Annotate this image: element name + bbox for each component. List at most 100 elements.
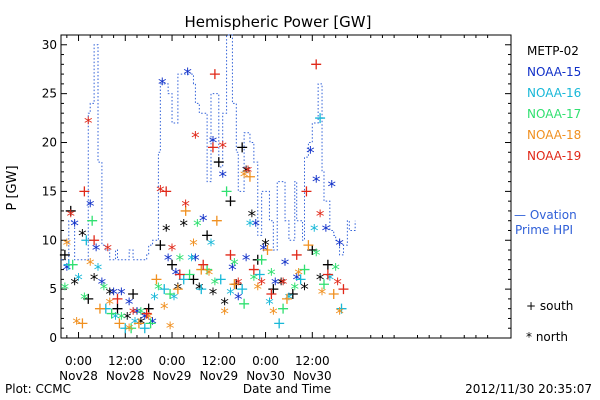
noaa-17-north-point: *: [137, 305, 146, 325]
noaa-18-north-point: *: [160, 300, 169, 320]
noaa-19-south-point: [79, 186, 90, 197]
metp-02-south-point: [202, 230, 213, 241]
noaa-16-south-point: [196, 284, 207, 295]
metp-02-north-point: *: [105, 285, 114, 305]
x-axis-label: Date and Time: [243, 382, 331, 396]
noaa-16-north-point: *: [226, 285, 235, 305]
noaa-18-north-point: *: [294, 265, 303, 285]
metp-02-north-point: *: [316, 270, 325, 290]
x-tick-date-label: Nov29: [199, 369, 238, 383]
metp-02-north-point: *: [137, 314, 146, 334]
metp-02-north-point: *: [70, 275, 79, 295]
noaa-18-south-point: [211, 215, 222, 226]
metp-02-north-point: *: [123, 309, 132, 329]
metp-02-north-point: *: [261, 236, 270, 256]
noaa-16-south-point: [254, 269, 265, 280]
noaa-18-south-point: [94, 303, 105, 314]
noaa-17-north-point: *: [250, 270, 259, 290]
noaa-16-south-point: [336, 303, 347, 314]
marker-key-south: + south: [526, 299, 573, 313]
noaa-17-north-point: *: [100, 280, 109, 300]
metp-02-south-point: [112, 303, 123, 314]
noaa-17-south-point: [67, 259, 78, 270]
metp-02-north-point: *: [90, 270, 99, 290]
legend-ovation-line2: Prime HPI: [515, 223, 573, 237]
noaa-18-north-point: *: [105, 295, 114, 315]
noaa-17-north-point: *: [312, 246, 321, 266]
noaa-19-north-point: *: [244, 163, 253, 183]
noaa-16-south-point: [237, 284, 248, 295]
legend: METP-02 NOAA-15 NOAA-16 NOAA-17 NOAA-18 NOAA-…: [514, 44, 581, 344]
noaa-19-south-point: [112, 293, 123, 304]
noaa-15-north-point: *: [335, 236, 344, 256]
noaa-15-north-point: *: [281, 256, 290, 276]
metp-02-south-point: [225, 196, 236, 207]
noaa-15-north-point: *: [328, 178, 337, 198]
noaa-19-south-point: [174, 269, 185, 280]
x-tick-date-label: Nov30: [293, 369, 332, 383]
noaa-15-north-point: *: [98, 275, 107, 295]
noaa-18-north-point: *: [220, 305, 229, 325]
noaa-16-north-point: *: [131, 314, 140, 334]
y-tick-label: 25: [42, 87, 57, 101]
noaa-19-north-point: *: [129, 305, 138, 325]
chart-title: Hemispheric Power [GW]: [185, 13, 372, 31]
noaa-16-north-point: *: [94, 261, 103, 281]
noaa-19-north-point: *: [168, 241, 177, 261]
noaa-19-south-point: [311, 59, 322, 70]
noaa-19-south-point: [301, 186, 312, 197]
y-tick-label: 20: [42, 136, 57, 150]
noaa-17-south-point: [318, 279, 329, 290]
noaa-19-south-point: [209, 69, 220, 80]
noaa-17-south-point: [184, 269, 195, 280]
noaa-16-north-point: *: [285, 290, 294, 310]
noaa-18-south-point: [77, 318, 88, 329]
y-axis: 0 5 10 15 20 25 30: [42, 34, 511, 345]
noaa-15-north-point: *: [117, 285, 126, 305]
metp-02-south-point: [287, 289, 298, 300]
metp-02-north-point: *: [277, 275, 286, 295]
noaa-16-south-point: [139, 323, 150, 334]
noaa-19-north-point: *: [234, 275, 243, 295]
noaa-18-north-point: *: [205, 265, 214, 285]
noaa-19-north-point: *: [191, 129, 200, 149]
x-tick-time-label: 12:00: [295, 354, 330, 368]
y-tick-label: 5: [49, 282, 57, 296]
metp-02-north-point: *: [179, 217, 188, 237]
noaa-19-north-point: *: [104, 241, 113, 261]
footer-timestamp: 2012/11/30 20:35:07: [465, 382, 592, 396]
noaa-18-south-point: [196, 264, 207, 275]
noaa-15-north-point: *: [148, 314, 157, 334]
metp-02-north-point: *: [162, 221, 171, 241]
noaa-17-north-point: *: [331, 261, 340, 281]
noaa-17-south-point: [165, 289, 176, 300]
noaa-17-north-point: *: [80, 290, 89, 310]
marker-key-north: * north: [526, 330, 568, 344]
noaa-16-north-point: *: [246, 217, 255, 237]
noaa-15-north-point: *: [252, 217, 261, 237]
noaa-19-north-point: *: [66, 207, 75, 227]
noaa-17-north-point: *: [230, 256, 239, 276]
noaa-18-south-point: [328, 289, 339, 300]
noaa-18-north-point: *: [254, 280, 263, 300]
noaa-17-south-point: [126, 323, 137, 334]
legend-noaa-19: NOAA-19: [527, 149, 581, 163]
noaa-15-north-point: *: [125, 295, 134, 315]
noaa-18-south-point: [281, 293, 292, 304]
legend-noaa-15: NOAA-15: [527, 65, 581, 79]
noaa-17-north-point: *: [193, 217, 202, 237]
noaa-18-north-point: *: [318, 285, 327, 305]
legend-ovation-line1: — Ovation: [514, 208, 577, 222]
noaa-17-north-point: *: [291, 280, 300, 300]
footer-credit: Plot: CCMC: [5, 382, 71, 396]
noaa-18-south-point: [262, 245, 273, 256]
noaa-19-south-point: [291, 249, 302, 260]
noaa-17-south-point: [221, 186, 232, 197]
x-tick-time-label: 0:00: [159, 354, 186, 368]
noaa-18-north-point: *: [166, 319, 175, 339]
noaa-17-south-point: [106, 308, 117, 319]
metp-02-north-point: *: [300, 280, 309, 300]
y-tick-label: 30: [42, 38, 57, 52]
x-tick-date-label: Nov28: [59, 369, 98, 383]
y-tick-label: 15: [42, 184, 57, 198]
